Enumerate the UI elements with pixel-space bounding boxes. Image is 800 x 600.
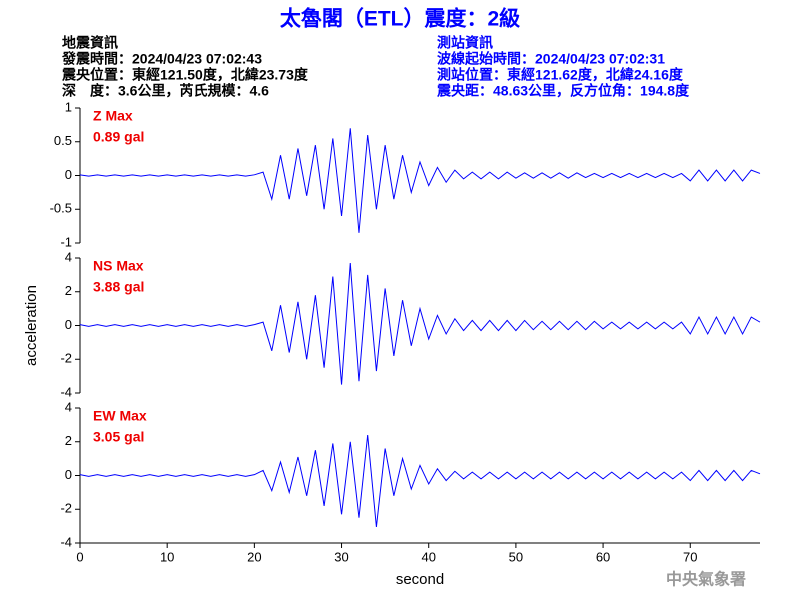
info: 發震時間：2024/04/23 07:02:43: [61, 51, 262, 67]
info: 波線起始時間：2024/04/23 07:02:31: [437, 51, 665, 67]
y-tick-label: -4: [60, 534, 72, 549]
annotation: NS Max: [93, 258, 144, 274]
y-tick-label: 0.5: [54, 133, 72, 148]
annotation: 0.89 gal: [93, 129, 144, 145]
x-tick-label: 50: [509, 549, 523, 564]
annotation: Z Max: [93, 108, 133, 124]
x-tick-label: 20: [247, 549, 261, 564]
waveform: [79, 263, 761, 385]
waveform: [79, 434, 761, 528]
info: 震央距：48.63公里，反方位角：194.8度: [436, 83, 690, 99]
annotation: 3.05 gal: [93, 429, 144, 445]
waveform: [79, 128, 761, 233]
info: 測站位置：東經121.62度，北緯24.16度: [437, 67, 684, 83]
y-tick-label: 0: [65, 317, 72, 332]
y-tick-label: 0: [65, 167, 72, 182]
x-tick-label: 0: [76, 549, 83, 564]
annotation: EW Max: [93, 408, 147, 424]
watermark: 中央氣象署: [666, 570, 746, 589]
y-tick-label: 1: [65, 99, 72, 114]
y-tick-label: 2: [65, 433, 72, 448]
title: 太魯閣（ETL）震度：2級: [280, 7, 520, 31]
y-tick-label: 2: [65, 283, 72, 298]
y-tick-label: -0.5: [50, 201, 72, 216]
x-axis-label: second: [396, 571, 444, 588]
x-tick-label: 70: [683, 549, 697, 564]
info: 地震資訊: [62, 35, 118, 51]
info: 深 度：3.6公里，芮氏規模：4.6: [62, 83, 269, 99]
y-tick-label: 4: [65, 399, 72, 414]
info: 震央位置：東經121.50度，北緯23.73度: [61, 67, 309, 83]
info: 測站資訊: [437, 35, 493, 51]
y-tick-label: -2: [60, 501, 72, 516]
y-axis-label: acceleration: [23, 285, 40, 366]
y-tick-label: 4: [65, 249, 72, 264]
y-tick-label: -1: [60, 234, 72, 249]
x-tick-label: 40: [421, 549, 435, 564]
x-tick-label: 60: [596, 549, 610, 564]
x-tick-label: 30: [334, 549, 348, 564]
y-tick-label: -2: [60, 351, 72, 366]
y-tick-label: 0: [65, 467, 72, 482]
y-tick-label: -4: [60, 384, 72, 399]
x-tick-label: 10: [160, 549, 174, 564]
annotation: 3.88 gal: [93, 279, 144, 295]
